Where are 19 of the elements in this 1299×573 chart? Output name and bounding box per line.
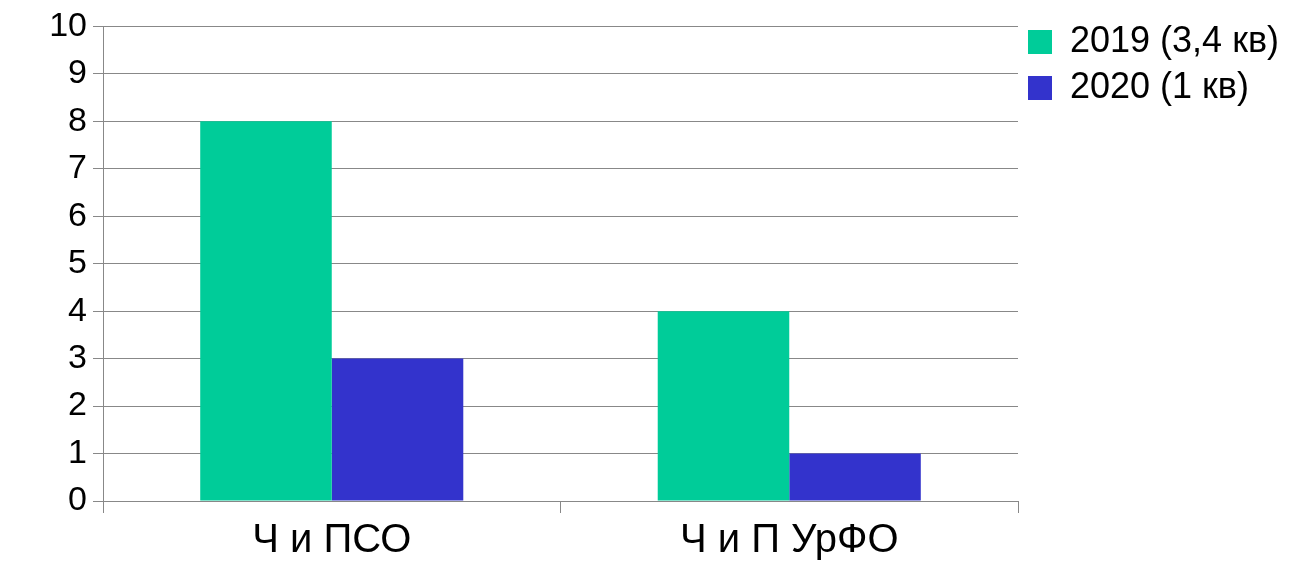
y-tick-label: 10 <box>49 4 87 43</box>
y-tick-label: 5 <box>68 242 87 281</box>
bar <box>331 358 464 501</box>
x-tick-label: Ч и П УрФО <box>680 516 899 561</box>
bar <box>200 121 332 501</box>
y-tick-label: 4 <box>68 289 87 328</box>
bar <box>789 453 921 501</box>
bar <box>657 311 790 501</box>
y-tick-label: 6 <box>68 194 87 233</box>
x-tick-label: Ч и ПСО <box>252 516 412 561</box>
y-tick-label: 8 <box>68 99 87 138</box>
y-tick-label: 9 <box>68 52 87 91</box>
y-tick-label: 0 <box>68 479 87 518</box>
y-tick-label: 3 <box>68 336 87 375</box>
legend-label: 2019 (3,4 кв) <box>1070 18 1280 60</box>
y-tick-label: 1 <box>68 431 87 470</box>
y-tick-label: 2 <box>68 384 87 423</box>
legend-label: 2020 (1 кв) <box>1070 64 1249 106</box>
y-tick-label: 7 <box>68 147 87 186</box>
